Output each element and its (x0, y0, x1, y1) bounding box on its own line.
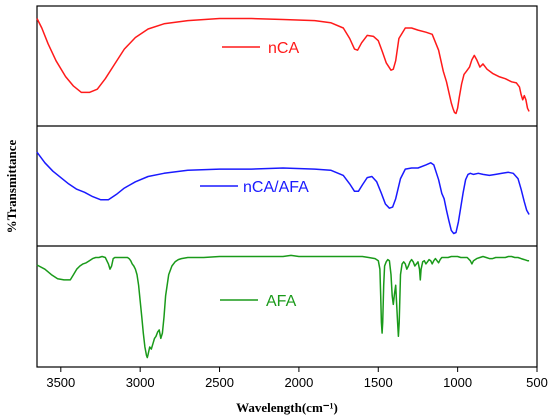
legend-label: nCA/AFA (243, 179, 309, 196)
y-axis-title: %Transmittance (4, 139, 19, 233)
x-tick-label: 1000 (443, 375, 472, 390)
plot-frame (36, 5, 538, 368)
x-axis-title: Wavelength(cm⁻¹) (236, 400, 338, 415)
series-line-nca-afa (36, 151, 530, 235)
x-tick-label: 2500 (205, 375, 234, 390)
x-tick-label: 3500 (46, 375, 75, 390)
x-tick-label: 1500 (364, 375, 393, 390)
x-tick-label: 3000 (126, 375, 155, 390)
series-line-nca (36, 17, 530, 115)
legend-label: AFA (266, 293, 297, 310)
legend-label: nCA (268, 40, 299, 57)
series-line-afa (36, 254, 530, 359)
x-tick-label: 2000 (284, 375, 313, 390)
x-tick-label: 500 (526, 375, 548, 390)
